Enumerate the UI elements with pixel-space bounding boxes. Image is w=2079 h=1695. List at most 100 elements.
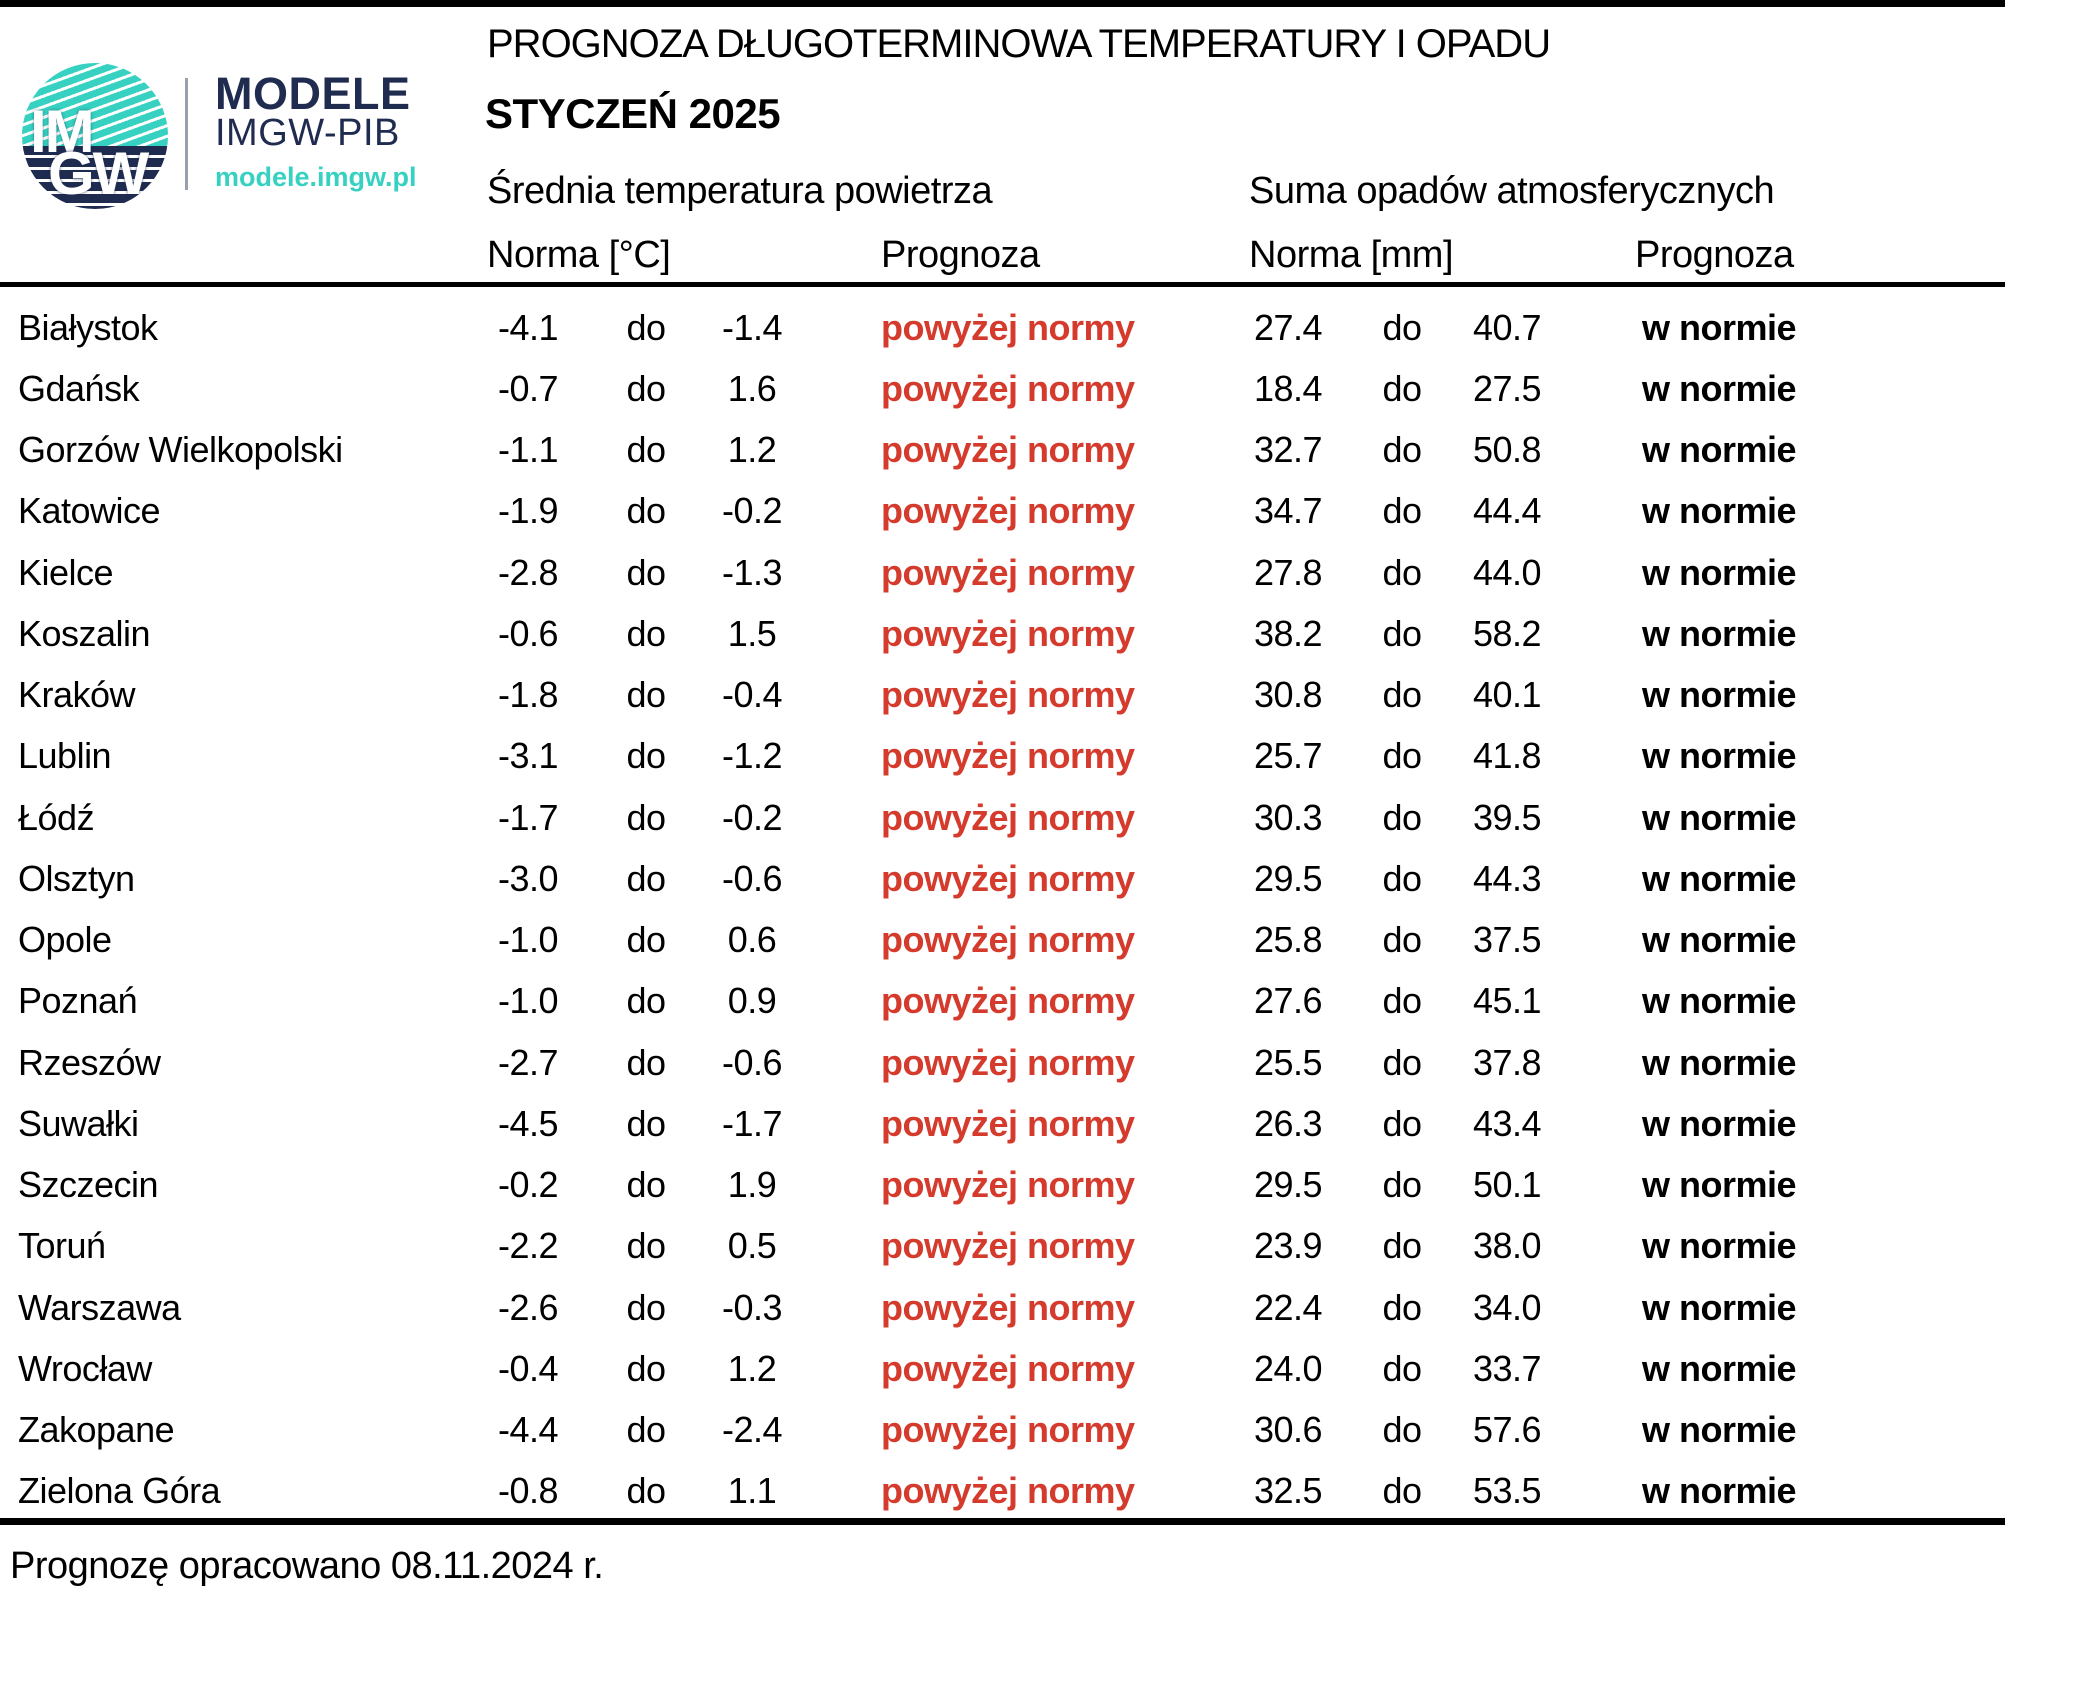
precip-norm-high: 41.8: [1472, 735, 1542, 777]
temp-forecast-value: powyżej normy: [881, 367, 1135, 409]
temp-norm-low: -2.8: [497, 551, 559, 593]
top-rule: [0, 0, 2005, 7]
table-row: Lublin -3.1 do -1.2 powyżej normy 25.7 d…: [0, 726, 2079, 787]
temp-norm-low: -3.1: [497, 735, 559, 777]
table-row: Katowice -1.9 do -0.2 powyżej normy 34.7…: [0, 481, 2079, 542]
precip-forecast-value: w normie: [1642, 1041, 1797, 1083]
temp-norm-low: -0.2: [497, 1164, 559, 1206]
temp-forecast-value: powyżej normy: [881, 1225, 1135, 1267]
logo-im-text: IM: [30, 98, 95, 165]
temp-norm-low: -1.0: [497, 919, 559, 961]
table-row: Olsztyn -3.0 do -0.6 powyżej normy 29.5 …: [0, 848, 2079, 909]
table-row: Poznań -1.0 do 0.9 powyżej normy 27.6 do…: [0, 971, 2079, 1032]
temp-norm-low: -2.6: [497, 1286, 559, 1328]
precip-norm-high: 40.7: [1472, 306, 1542, 348]
temp-forecast-value: powyżej normy: [881, 1041, 1135, 1083]
table-row: Warszawa -2.6 do -0.3 powyżej normy 22.4…: [0, 1277, 2079, 1338]
precip-norm-high: 53.5: [1472, 1470, 1542, 1512]
city-name: Toruń: [18, 1225, 106, 1267]
brand-modele: MODELE: [215, 68, 411, 119]
temp-norm-low: -2.2: [497, 1225, 559, 1267]
precip-range-separator: do: [1382, 980, 1422, 1022]
table-row: Zielona Góra -0.8 do 1.1 powyżej normy 3…: [0, 1461, 2079, 1522]
temp-norm-column-header: Norma [°C]: [487, 234, 671, 276]
temp-range-separator: do: [626, 306, 666, 348]
temp-norm-low: -4.1: [497, 306, 559, 348]
temp-range-separator: do: [626, 1347, 666, 1389]
precip-forecast-value: w normie: [1642, 490, 1797, 532]
precip-norm-high: 57.6: [1472, 1409, 1542, 1451]
temp-norm-low: -0.4: [497, 1347, 559, 1389]
precip-range-separator: do: [1382, 857, 1422, 899]
precip-range-separator: do: [1382, 674, 1422, 716]
precip-forecast-value: w normie: [1642, 674, 1797, 716]
table-row: Rzeszów -2.7 do -0.6 powyżej normy 25.5 …: [0, 1032, 2079, 1093]
city-name: Olsztyn: [18, 857, 135, 899]
precip-forecast-value: w normie: [1642, 429, 1797, 471]
temp-range-separator: do: [626, 857, 666, 899]
temp-norm-low: -3.0: [497, 857, 559, 899]
temp-range-separator: do: [626, 1041, 666, 1083]
temp-norm-high: 0.6: [727, 919, 777, 961]
temp-range-separator: do: [626, 1470, 666, 1512]
temp-forecast-value: powyżej normy: [881, 490, 1135, 532]
temp-range-separator: do: [626, 735, 666, 777]
precip-norm-low: 29.5: [1253, 857, 1323, 899]
precip-norm-high: 44.4: [1472, 490, 1542, 532]
temp-norm-high: -1.4: [721, 306, 783, 348]
bottom-rule: [0, 1518, 2005, 1525]
precip-forecast-value: w normie: [1642, 1470, 1797, 1512]
temp-forecast-value: powyżej normy: [881, 980, 1135, 1022]
temp-norm-low: -0.7: [497, 367, 559, 409]
precip-norm-high: 43.4: [1472, 1102, 1542, 1144]
temp-forecast-value: powyżej normy: [881, 551, 1135, 593]
temp-norm-high: 1.2: [727, 1347, 777, 1389]
city-name: Poznań: [18, 980, 138, 1022]
precip-norm-low: 30.3: [1253, 796, 1323, 838]
precip-range-separator: do: [1382, 429, 1422, 471]
precip-norm-low: 27.8: [1253, 551, 1323, 593]
city-name: Zakopane: [18, 1409, 175, 1451]
precip-range-separator: do: [1382, 1225, 1422, 1267]
table-row: Szczecin -0.2 do 1.9 powyżej normy 29.5 …: [0, 1155, 2079, 1216]
city-name: Zielona Góra: [18, 1470, 221, 1512]
precip-forecast-value: w normie: [1642, 980, 1797, 1022]
precip-forecast-value: w normie: [1642, 1225, 1797, 1267]
brand-imgw-pib: IMGW-PIB: [215, 112, 400, 154]
temp-forecast-value: powyżej normy: [881, 1102, 1135, 1144]
temp-norm-high: 1.5: [727, 612, 777, 654]
precip-range-separator: do: [1382, 1041, 1422, 1083]
precip-range-separator: do: [1382, 1470, 1422, 1512]
city-name: Gdańsk: [18, 367, 140, 409]
temp-norm-high: -0.4: [721, 674, 783, 716]
precip-forecast-value: w normie: [1642, 1164, 1797, 1206]
imgw-logo: IM GW: [22, 63, 168, 209]
precip-norm-low: 34.7: [1253, 490, 1323, 532]
temp-range-separator: do: [626, 612, 666, 654]
precip-norm-low: 25.5: [1253, 1041, 1323, 1083]
temp-norm-low: -1.9: [497, 490, 559, 532]
temp-norm-high: 1.6: [727, 367, 777, 409]
table-row: Suwałki -4.5 do -1.7 powyżej normy 26.3 …: [0, 1093, 2079, 1154]
temp-norm-low: -4.5: [497, 1102, 559, 1144]
precip-norm-high: 33.7: [1472, 1347, 1542, 1389]
precip-norm-high: 45.1: [1472, 980, 1542, 1022]
precip-norm-low: 25.7: [1253, 735, 1323, 777]
temp-norm-high: 1.9: [727, 1164, 777, 1206]
city-name: Łódź: [18, 796, 95, 838]
precip-norm-high: 50.1: [1472, 1164, 1542, 1206]
precip-range-separator: do: [1382, 1286, 1422, 1328]
city-name: Koszalin: [18, 612, 151, 654]
temp-range-separator: do: [626, 919, 666, 961]
temp-forecast-value: powyżej normy: [881, 919, 1135, 961]
temp-forecast-value: powyżej normy: [881, 429, 1135, 471]
temp-norm-high: -1.7: [721, 1102, 783, 1144]
logo-gw-text: GW: [48, 140, 149, 207]
precip-norm-low: 32.5: [1253, 1470, 1323, 1512]
city-name: Białystok: [18, 306, 158, 348]
precip-norm-high: 37.5: [1472, 919, 1542, 961]
precip-range-separator: do: [1382, 306, 1422, 348]
precip-norm-low: 27.6: [1253, 980, 1323, 1022]
logo-navy-stripes: [22, 146, 168, 209]
temp-norm-low: -0.6: [497, 612, 559, 654]
